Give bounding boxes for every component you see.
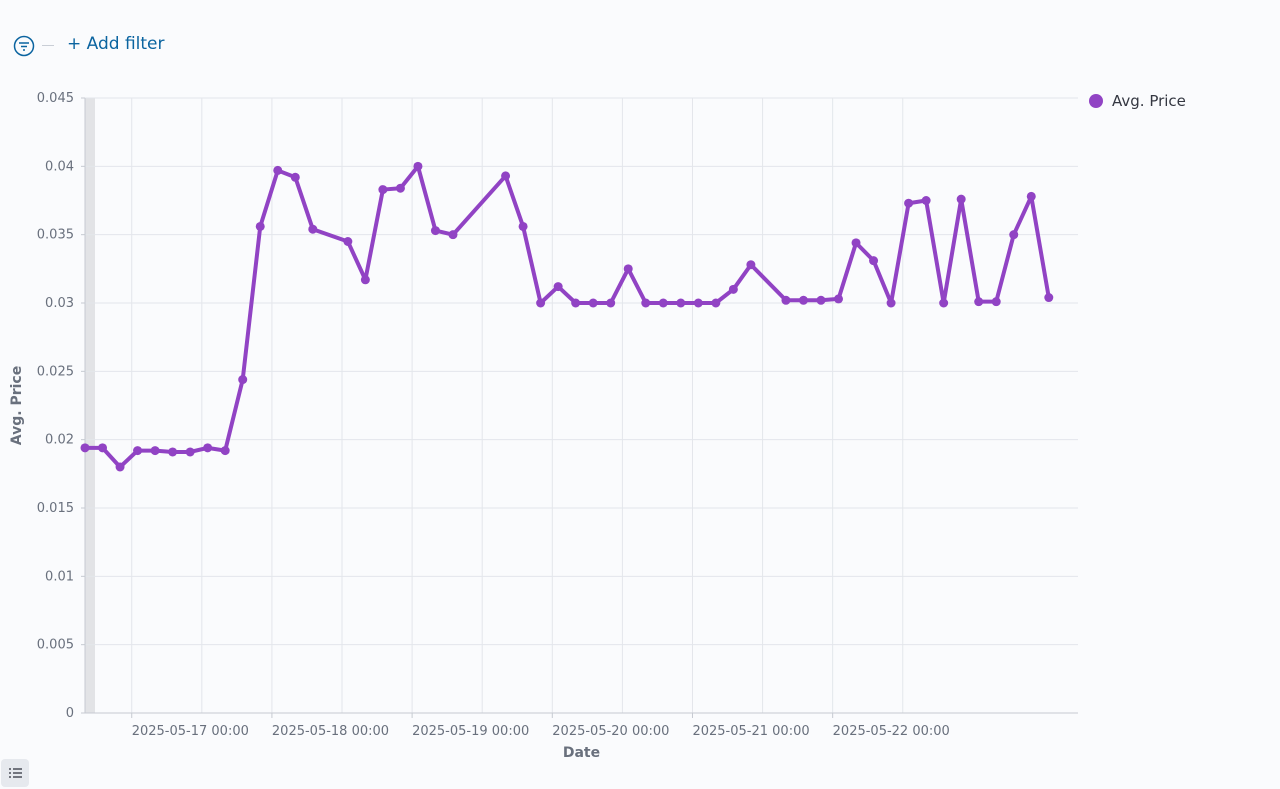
data-point bbox=[728, 284, 738, 294]
data-point bbox=[150, 446, 160, 456]
data-point bbox=[798, 295, 808, 305]
data-point bbox=[430, 226, 440, 236]
data-point bbox=[518, 221, 528, 231]
data-point bbox=[255, 221, 265, 231]
data-point bbox=[676, 298, 686, 308]
data-point bbox=[904, 198, 914, 208]
y-tick-label: 0.03 bbox=[45, 296, 74, 311]
data-point bbox=[571, 298, 581, 308]
y-axis-title: Avg. Price bbox=[9, 366, 25, 445]
data-point bbox=[536, 298, 546, 308]
data-point bbox=[308, 224, 318, 234]
data-point bbox=[501, 171, 511, 181]
data-point bbox=[343, 237, 353, 246]
data-point bbox=[395, 183, 405, 193]
separator bbox=[42, 45, 54, 46]
y-tick-label: 0.035 bbox=[37, 228, 74, 243]
list-icon bbox=[9, 768, 22, 778]
data-point bbox=[781, 295, 791, 305]
data-point bbox=[974, 297, 984, 307]
series-line bbox=[85, 164, 1051, 469]
data-point bbox=[658, 298, 668, 308]
data-point bbox=[886, 298, 896, 308]
y-tick-label: 0.04 bbox=[45, 159, 74, 174]
data-point bbox=[448, 230, 458, 240]
x-axis-title: Date bbox=[563, 745, 600, 761]
data-point bbox=[413, 161, 423, 171]
data-point bbox=[816, 295, 826, 305]
data-point bbox=[606, 298, 616, 308]
data-point bbox=[851, 238, 861, 248]
data-point bbox=[869, 256, 879, 266]
data-point bbox=[168, 447, 178, 457]
data-point bbox=[623, 264, 633, 274]
add-filter[interactable]: + Add filter bbox=[67, 34, 165, 54]
data-point bbox=[711, 298, 721, 308]
data-point bbox=[185, 447, 195, 457]
data-point bbox=[834, 294, 844, 304]
data-point bbox=[133, 446, 143, 456]
x-tick-label: 2025-05-17 00:00 bbox=[132, 724, 249, 739]
data-point bbox=[378, 185, 388, 195]
y-tick-label: 0.045 bbox=[37, 91, 74, 106]
x-tick-label: 2025-05-22 00:00 bbox=[833, 724, 950, 739]
filter-icon[interactable] bbox=[13, 35, 35, 57]
brush-band bbox=[85, 98, 95, 713]
data-point bbox=[1026, 191, 1036, 201]
data-point bbox=[956, 194, 966, 204]
data-point bbox=[220, 446, 230, 456]
data-point bbox=[1009, 230, 1019, 240]
x-tick-label: 2025-05-20 00:00 bbox=[552, 724, 669, 739]
data-point bbox=[98, 443, 108, 453]
data-point bbox=[273, 165, 283, 175]
data-point bbox=[693, 298, 703, 308]
data-point bbox=[553, 282, 563, 292]
data-point bbox=[588, 298, 598, 308]
data-point bbox=[203, 443, 213, 453]
y-tick-label: 0 bbox=[66, 706, 74, 721]
x-tick-label: 2025-05-18 00:00 bbox=[272, 724, 389, 739]
data-point bbox=[115, 462, 125, 472]
data-point bbox=[939, 298, 949, 308]
y-tick-label: 0.025 bbox=[37, 364, 74, 379]
legend-toggle[interactable] bbox=[1, 759, 29, 787]
data-point bbox=[921, 196, 931, 205]
legend-label[interactable]: Avg. Price bbox=[1112, 92, 1186, 110]
data-point bbox=[360, 275, 370, 285]
x-tick-label: 2025-05-21 00:00 bbox=[692, 724, 809, 739]
x-tick-label: 2025-05-19 00:00 bbox=[412, 724, 529, 739]
data-point bbox=[238, 375, 248, 385]
data-point bbox=[80, 443, 90, 453]
y-tick-label: 0.005 bbox=[37, 638, 74, 653]
data-point bbox=[290, 172, 300, 182]
data-point bbox=[746, 260, 756, 270]
legend-swatch bbox=[1089, 94, 1103, 108]
data-point bbox=[991, 297, 1001, 307]
y-tick-label: 0.02 bbox=[45, 433, 74, 448]
data-point bbox=[1044, 293, 1054, 303]
y-tick-label: 0.015 bbox=[37, 501, 74, 516]
y-tick-label: 0.01 bbox=[45, 569, 74, 584]
data-point bbox=[641, 298, 651, 308]
